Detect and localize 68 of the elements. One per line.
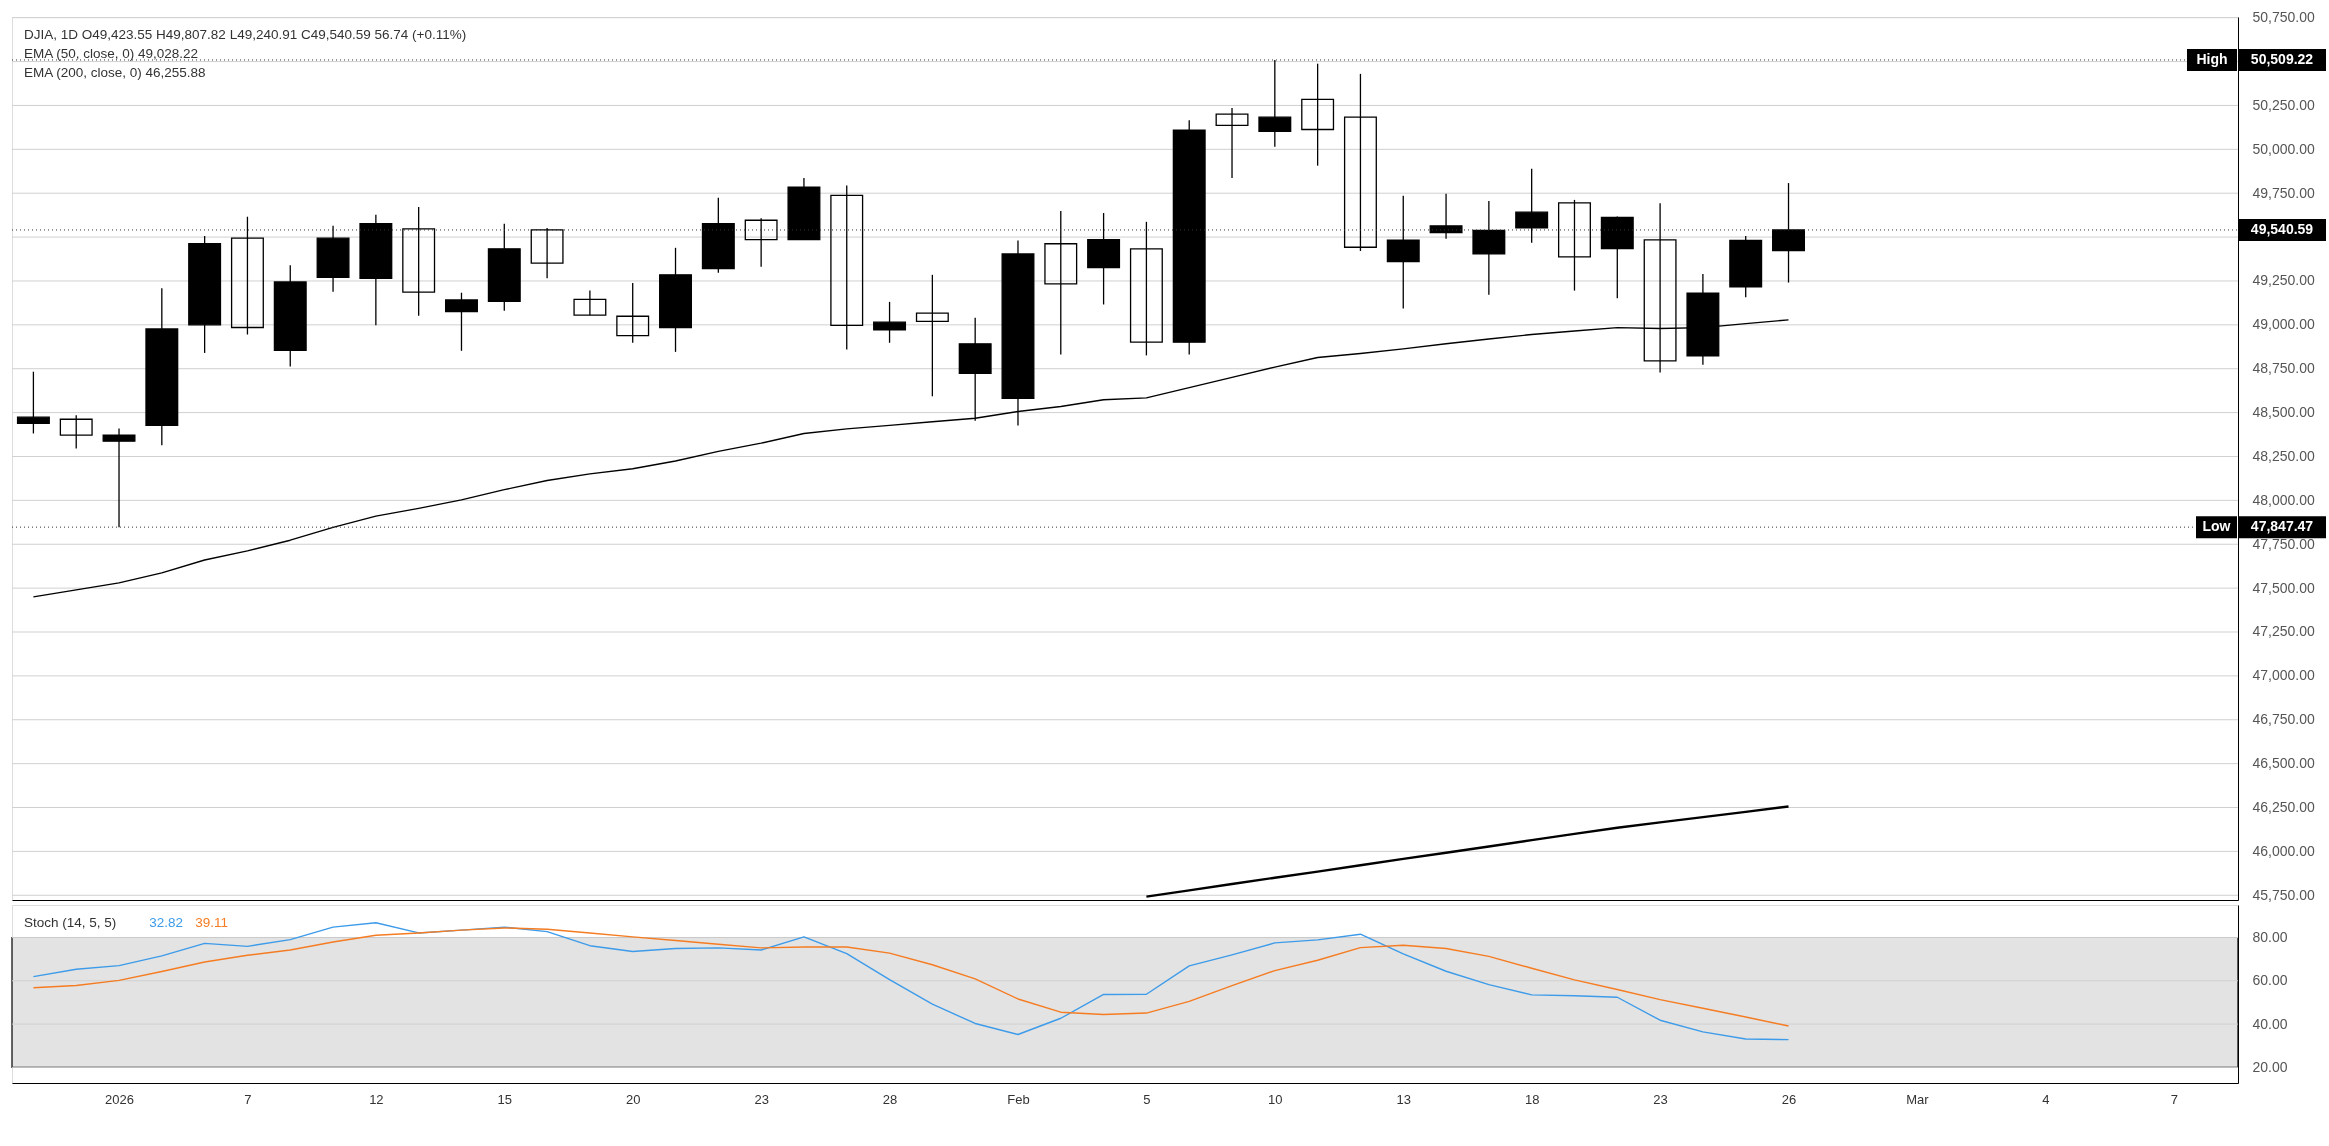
- candlestick: [1429, 193, 1463, 240]
- y-tick-label: 46,750.00: [2252, 711, 2315, 728]
- y-tick-label: 60.00: [2252, 972, 2288, 989]
- y-tick-label: 47,500.00: [2252, 579, 2315, 596]
- y-tick-label: 48,500.00: [2252, 404, 2315, 421]
- text: 39.11: [195, 915, 228, 930]
- y-tick-label: 45,750.00: [2252, 886, 2315, 903]
- candlestick: [616, 282, 650, 344]
- y-tick-label: 49,250.00: [2252, 272, 2315, 289]
- text: Stoch (14, 5, 5): [24, 915, 117, 930]
- candlestick: [102, 427, 136, 528]
- x-tick-label: 23: [754, 1091, 769, 1107]
- ref-line-label: 49,540.59: [2250, 220, 2314, 237]
- x-tick-label: 18: [1524, 1091, 1540, 1107]
- candlestick: [1044, 210, 1078, 356]
- line-series: [1145, 805, 1790, 898]
- y-tick-label: 46,250.00: [2252, 799, 2315, 816]
- y-tick-label: 47,250.00: [2252, 623, 2315, 640]
- candlestick: [830, 184, 864, 351]
- y-tick-label: 48,000.00: [2252, 491, 2315, 508]
- series-label: 32.82: [149, 915, 183, 930]
- x-tick-label: 4: [2042, 1091, 2050, 1107]
- x-tick-label: 10: [1268, 1091, 1283, 1107]
- text: High 50,509.22: [2196, 50, 2314, 67]
- y-tick-label: 49,000.00: [2252, 316, 2315, 333]
- candlestick: [1557, 199, 1591, 292]
- y-tick-label: 50,750.00: [2252, 9, 2315, 26]
- y-tick-label: 46,000.00: [2252, 842, 2315, 859]
- y-tick-label: 46,500.00: [2252, 755, 2315, 772]
- annotation: EMA (50, close, 0) 49,028.22: [24, 46, 199, 61]
- candlestick: [530, 227, 564, 279]
- text: Low 47,847.47: [2202, 518, 2314, 535]
- candlestick: [915, 274, 949, 397]
- y-tick-label: 50,000.00: [2252, 140, 2315, 157]
- y-tick-label: 48,250.00: [2252, 447, 2315, 464]
- candlestick: [744, 217, 778, 268]
- x-tick-label: 28: [882, 1091, 898, 1107]
- x-tick-label: 15: [497, 1091, 513, 1107]
- x-tick-label: Mar: [1906, 1091, 1930, 1107]
- candlestick: [1129, 221, 1163, 357]
- x-tick-label: 23: [1653, 1091, 1668, 1107]
- candlestick: [1343, 73, 1377, 252]
- y-tick-label: 80.00: [2252, 928, 2288, 945]
- x-tick-label: 7: [2170, 1091, 2178, 1107]
- y-tick-label: 50,250.00: [2252, 96, 2315, 113]
- x-tick-label: 2026: [105, 1091, 134, 1107]
- candlestick: [16, 371, 50, 435]
- annotation: DJIA, 1D O49,423.55 H49,807.82 L49,240.91 C49,540.59 56.74 (+0.11%): [24, 27, 467, 42]
- x-tick-label: 12: [369, 1091, 384, 1107]
- y-tick-label: 20.00: [2252, 1058, 2288, 1075]
- x-tick-label: 7: [244, 1091, 252, 1107]
- candlestick: [59, 414, 93, 450]
- candlestick: [402, 206, 436, 317]
- x-tick-label: Feb: [1007, 1091, 1030, 1107]
- y-tick-label: 47,750.00: [2252, 535, 2315, 552]
- candlestick: [230, 216, 264, 336]
- x-tick-label: 20: [625, 1091, 641, 1107]
- candlestick: [1215, 107, 1249, 179]
- y-tick-label: 48,750.00: [2252, 360, 2315, 377]
- x-tick-label: 13: [1396, 1091, 1411, 1107]
- candlestick: [1301, 63, 1335, 167]
- y-tick-label: 40.00: [2252, 1015, 2288, 1032]
- candlestick: [573, 289, 607, 316]
- y-tick-label: 49,750.00: [2252, 184, 2315, 201]
- x-tick-label: 5: [1143, 1091, 1151, 1107]
- x-tick-label: 26: [1781, 1091, 1797, 1107]
- y-tick-label: 47,000.00: [2252, 667, 2315, 684]
- annotation: EMA (200, close, 0) 46,255.88: [24, 65, 206, 80]
